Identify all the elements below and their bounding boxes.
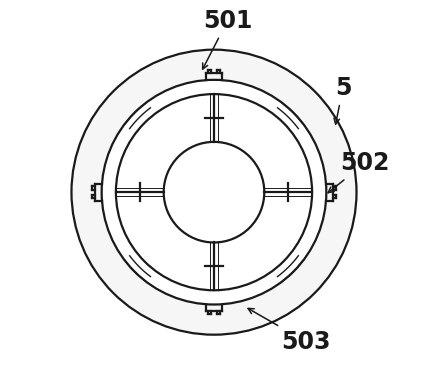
Text: 5: 5 — [334, 76, 351, 124]
Text: 503: 503 — [248, 308, 330, 354]
Text: 502: 502 — [328, 151, 389, 193]
Text: 501: 501 — [202, 9, 252, 69]
